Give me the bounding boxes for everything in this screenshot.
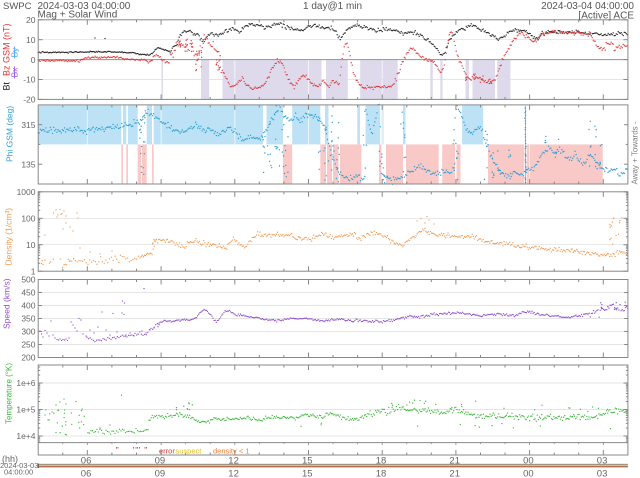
svg-text:00: 00 — [523, 456, 534, 467]
svg-text:03: 03 — [597, 469, 608, 478]
svg-text:1e+4: 1e+4 — [16, 431, 35, 441]
svg-text:0: 0 — [31, 55, 36, 65]
svg-text:[Active] ACE: [Active] ACE — [578, 11, 634, 22]
svg-text:error: error — [159, 446, 175, 455]
svg-text:2024-03-04 04:00:00: 2024-03-04 04:00:00 — [541, 1, 634, 12]
svg-text:450: 450 — [21, 288, 35, 298]
svg-text:12: 12 — [228, 469, 239, 478]
svg-text:06: 06 — [81, 456, 92, 467]
svg-text:200: 200 — [21, 353, 35, 363]
svg-text:Density (1/cm³): Density (1/cm³) — [4, 208, 14, 266]
svg-text:1000: 1000 — [17, 187, 36, 197]
svg-text:10: 10 — [26, 35, 36, 45]
svg-text:1e+6: 1e+6 — [16, 378, 35, 388]
svg-text:21: 21 — [449, 456, 460, 467]
svg-text:10: 10 — [26, 240, 36, 250]
svg-text:2024-03-03 04:00:00: 2024-03-03 04:00:00 — [38, 1, 131, 12]
svg-text:09: 09 — [155, 469, 166, 478]
svg-text:315: 315 — [21, 120, 35, 130]
svg-text:2024-03-03: 2024-03-03 — [0, 461, 38, 470]
svg-text:250: 250 — [21, 340, 35, 350]
svg-text:15: 15 — [302, 456, 313, 467]
svg-text:18: 18 — [376, 469, 387, 478]
svg-text:Mag + Solar Wind: Mag + Solar Wind — [38, 9, 118, 20]
svg-text:SWPC: SWPC — [3, 1, 32, 12]
svg-text:300: 300 — [21, 327, 35, 337]
svg-text:21: 21 — [449, 469, 460, 478]
svg-text:(hh): (hh) — [2, 454, 18, 464]
svg-text:00: 00 — [523, 469, 534, 478]
svg-text:1: 1 — [31, 266, 36, 276]
svg-text:density < 1: density < 1 — [213, 446, 249, 455]
svg-text:04:00:00: 04:00:00 — [4, 468, 33, 477]
svg-text:-10: -10 — [23, 75, 36, 85]
svg-text:Away + Towards -: Away + Towards - — [631, 121, 640, 184]
svg-text:1e+5: 1e+5 — [16, 405, 35, 415]
svg-text:135: 135 — [21, 159, 35, 169]
svg-text:400: 400 — [21, 301, 35, 311]
svg-text:350: 350 — [21, 314, 35, 324]
svg-text:Speed (km/s): Speed (km/s) — [2, 278, 12, 329]
svg-text:12: 12 — [228, 456, 239, 467]
svg-text:Phi GSM (deg): Phi GSM (deg) — [5, 106, 15, 162]
svg-text:500: 500 — [21, 275, 35, 285]
svg-text:Bt: Bt — [2, 81, 12, 90]
svg-text:Temperature (°K): Temperature (°K) — [5, 363, 14, 424]
svg-text:20: 20 — [26, 15, 36, 25]
svg-text:suspect: suspect — [176, 446, 203, 455]
svg-text:15: 15 — [302, 469, 313, 478]
svg-text:100: 100 — [21, 214, 35, 224]
svg-text:-20: -20 — [23, 95, 36, 105]
svg-text:18: 18 — [376, 456, 387, 467]
svg-text:03: 03 — [597, 456, 608, 467]
svg-text:06: 06 — [81, 469, 92, 478]
svg-text:09: 09 — [155, 456, 166, 467]
svg-text:1 day@1 min: 1 day@1 min — [303, 1, 362, 12]
svg-text:Bz GSM (nT): Bz GSM (nT) — [2, 23, 12, 76]
